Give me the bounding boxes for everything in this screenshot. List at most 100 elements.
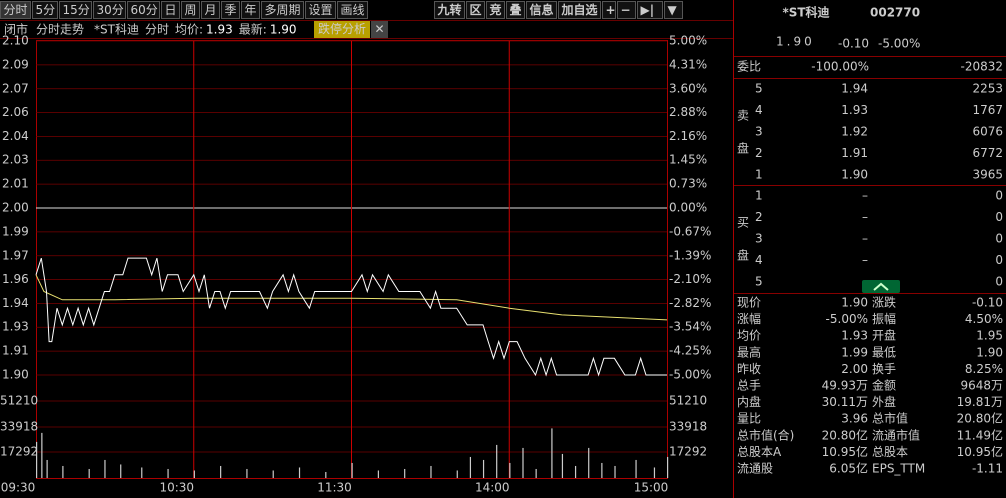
tag-close-icon[interactable]: ✕ (374, 22, 384, 36)
toolbar-label[interactable]: 月 (205, 3, 217, 17)
info-avg-label: 均价: (175, 22, 203, 36)
volume-bar (120, 464, 122, 478)
price-pct: -5.00% (878, 37, 920, 51)
toolbar-label[interactable]: 60分 (131, 3, 158, 17)
price-label: 1.94 (2, 296, 29, 310)
buy-label: 盘 (737, 248, 749, 263)
volume-bar (482, 459, 485, 478)
toolbar-label[interactable]: 画线 (341, 3, 365, 17)
stat-label: 总市值(合) (737, 427, 794, 442)
volume-bar (62, 465, 64, 478)
toolbar-label[interactable]: 周 (185, 3, 197, 17)
volume-bar (588, 447, 590, 478)
toolbar-button[interactable] (241, 1, 260, 19)
toolbar-button[interactable] (602, 1, 616, 19)
toolbar-label[interactable]: 竞 (490, 2, 502, 17)
toolbar-button[interactable] (221, 1, 240, 19)
toolbar-label[interactable]: ▶| (641, 3, 655, 17)
volume-bar (298, 467, 301, 478)
book-level: 1 (755, 189, 763, 203)
pct-label: -3.54% (669, 320, 711, 334)
stat-label: 换手 (872, 362, 896, 376)
book-price: – (862, 189, 868, 203)
stat-label: 流通市值 (872, 427, 920, 442)
volume-bar (351, 462, 353, 478)
price-label: 2.04 (2, 129, 29, 143)
tag-close[interactable] (371, 21, 388, 38)
book-price: 1.91 (841, 146, 868, 160)
toolbar-label[interactable]: 30分 (97, 3, 124, 17)
toolbar-label[interactable]: 5分 (36, 3, 56, 17)
toolbar-label[interactable]: 分时 (4, 3, 28, 17)
volume-bar (220, 465, 222, 478)
pct-label: -5.00% (669, 368, 711, 382)
toolbar-label[interactable]: 区 (470, 3, 482, 17)
stat-value: 10.95亿 (822, 444, 868, 459)
toolbar-button[interactable] (637, 1, 663, 19)
volume-bar (404, 468, 406, 478)
toolbar-button[interactable] (93, 1, 126, 19)
book-volume: 0 (995, 232, 1003, 246)
toolbar-label[interactable]: 多周期 (265, 3, 301, 17)
book-volume: 0 (995, 275, 1003, 289)
toolbar-button[interactable] (506, 1, 525, 19)
info-period: 分时 (145, 22, 169, 36)
stat-value: 1.90 (841, 296, 868, 310)
toolbar-button[interactable] (261, 1, 304, 19)
stat-label: 总股本 (872, 445, 908, 459)
toolbar-button[interactable] (127, 1, 160, 19)
toolbar-button[interactable] (526, 1, 557, 19)
analysis-tag-label[interactable]: 跌停分析 (318, 21, 366, 36)
toolbar-button[interactable] (305, 1, 336, 19)
volume-bar (496, 444, 498, 478)
toolbar-label[interactable]: ▼ (668, 3, 678, 17)
vol-label: 33918 (669, 419, 707, 433)
toolbar-button[interactable] (466, 1, 485, 19)
time-label: 11:30 (317, 481, 352, 495)
avg-line (35, 274, 668, 321)
book-price: – (862, 210, 868, 224)
volume-bar (430, 465, 432, 478)
toolbar-label[interactable]: 叠 (510, 2, 522, 17)
toolbar-button[interactable] (337, 1, 368, 19)
stat-label: 振幅 (872, 311, 896, 326)
toolbar-button[interactable] (558, 1, 601, 19)
stat-label: 量比 (737, 412, 761, 426)
expand-icon[interactable] (873, 282, 889, 291)
stat-value: 1.93 (841, 329, 868, 343)
toolbar-label[interactable]: 季 (225, 3, 237, 17)
price-label: 1.91 (2, 344, 29, 358)
toolbar-button[interactable] (434, 1, 465, 19)
toolbar-label[interactable]: − (621, 3, 631, 17)
toolbar-button[interactable] (59, 1, 92, 19)
toolbar-button[interactable] (161, 1, 180, 19)
toolbar-button[interactable] (0, 1, 31, 19)
stat-value: 1.90 (976, 345, 1003, 359)
toolbar-button[interactable] (486, 1, 505, 19)
stat-value: 6.05亿 (829, 461, 868, 476)
toolbar-button[interactable] (181, 1, 200, 19)
toolbar-label[interactable]: 年 (245, 3, 257, 17)
stat-value: 30.11万 (822, 395, 868, 409)
volume-bar (601, 462, 603, 478)
analysis-tag[interactable] (314, 21, 370, 38)
toolbar-label[interactable]: 15分 (63, 3, 90, 17)
toolbar-label[interactable]: 日 (165, 3, 177, 17)
toolbar-button[interactable] (664, 1, 683, 19)
volume-bar (141, 467, 143, 478)
book-volume: 0 (995, 210, 1003, 224)
volume-bar (36, 441, 38, 478)
book-price: 1.93 (841, 103, 868, 117)
expand-tab[interactable] (862, 280, 900, 293)
volume-bar (167, 468, 169, 478)
book-volume: 0 (995, 189, 1003, 203)
toolbar-label[interactable]: 信息 (530, 2, 554, 17)
toolbar-label[interactable]: 设置 (309, 3, 333, 17)
toolbar-button[interactable] (32, 1, 58, 19)
toolbar-button[interactable] (201, 1, 220, 19)
info-text: 闭市 分时走势 *ST科迪 分时 均价: 1.93 最新: 1.90 (4, 21, 297, 36)
toolbar-label[interactable]: 加自选 (561, 2, 598, 17)
toolbar-label[interactable]: 九转 (437, 2, 462, 17)
toolbar-label[interactable]: + (606, 3, 616, 17)
toolbar-button[interactable] (617, 1, 636, 19)
